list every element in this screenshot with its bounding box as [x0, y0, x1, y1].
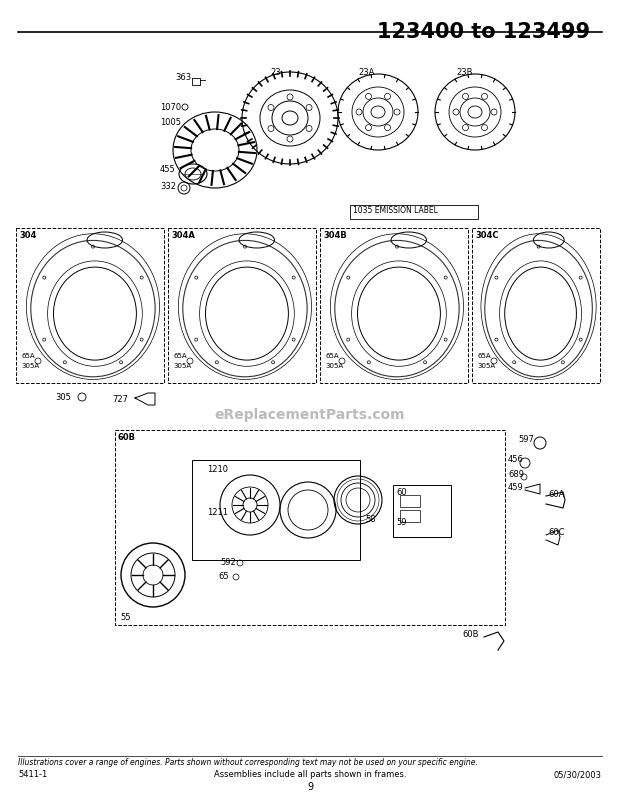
Bar: [400, 495, 420, 507]
Text: 65A: 65A: [477, 353, 490, 359]
Text: 23A: 23A: [358, 68, 374, 77]
Bar: [472, 228, 600, 383]
Text: 60: 60: [396, 488, 407, 497]
Text: 305A: 305A: [173, 363, 191, 369]
Text: 23B: 23B: [456, 68, 472, 77]
Text: 65A: 65A: [325, 353, 339, 359]
Text: 305: 305: [55, 393, 71, 402]
Text: 304B: 304B: [323, 231, 347, 240]
Text: 305A: 305A: [325, 363, 343, 369]
Text: 304A: 304A: [171, 231, 195, 240]
Text: 456: 456: [508, 455, 524, 464]
Text: 59: 59: [396, 518, 407, 527]
Text: 332: 332: [160, 182, 176, 191]
Text: 689: 689: [508, 470, 524, 479]
Text: Assemblies include all parts shown in frames.: Assemblies include all parts shown in fr…: [214, 770, 406, 779]
Text: 65: 65: [218, 572, 229, 581]
Bar: [192, 460, 360, 560]
Text: 60B: 60B: [462, 630, 479, 639]
Bar: [350, 205, 478, 219]
Text: 9: 9: [307, 782, 313, 792]
Text: 65A: 65A: [173, 353, 187, 359]
Bar: [393, 485, 451, 537]
Text: 123400 to 123499: 123400 to 123499: [377, 22, 590, 42]
Text: 1211: 1211: [207, 508, 228, 517]
Text: Illustrations cover a range of engines. Parts shown without corresponding text m: Illustrations cover a range of engines. …: [18, 758, 478, 767]
Text: 363: 363: [175, 73, 191, 82]
Text: 5411-1: 5411-1: [18, 770, 47, 779]
Text: 459: 459: [508, 483, 524, 492]
Text: 60A: 60A: [548, 490, 564, 499]
Bar: [168, 228, 316, 383]
Text: 304C: 304C: [475, 231, 498, 240]
Bar: [400, 510, 420, 522]
Text: 1005: 1005: [160, 118, 181, 127]
Text: 05/30/2003: 05/30/2003: [554, 770, 602, 779]
Text: 23: 23: [270, 68, 281, 77]
Text: 58: 58: [365, 515, 376, 524]
Text: 60C: 60C: [548, 528, 564, 537]
Text: 597: 597: [518, 435, 534, 444]
Text: 1210: 1210: [207, 465, 228, 474]
Text: 592: 592: [220, 558, 236, 567]
Text: 65A: 65A: [21, 353, 35, 359]
Bar: [16, 228, 164, 383]
Bar: [320, 228, 468, 383]
Text: eReplacementParts.com: eReplacementParts.com: [215, 408, 405, 422]
Text: 304: 304: [19, 231, 37, 240]
Text: 1035 EMISSION LABEL: 1035 EMISSION LABEL: [353, 206, 438, 215]
Text: 1070: 1070: [160, 103, 181, 112]
Text: 727: 727: [112, 395, 128, 404]
Text: 305A: 305A: [477, 363, 495, 369]
Bar: [115, 430, 505, 625]
Text: 305A: 305A: [21, 363, 39, 369]
Text: 455: 455: [160, 165, 175, 174]
Text: 60B: 60B: [118, 433, 136, 442]
Text: 55: 55: [120, 613, 130, 622]
